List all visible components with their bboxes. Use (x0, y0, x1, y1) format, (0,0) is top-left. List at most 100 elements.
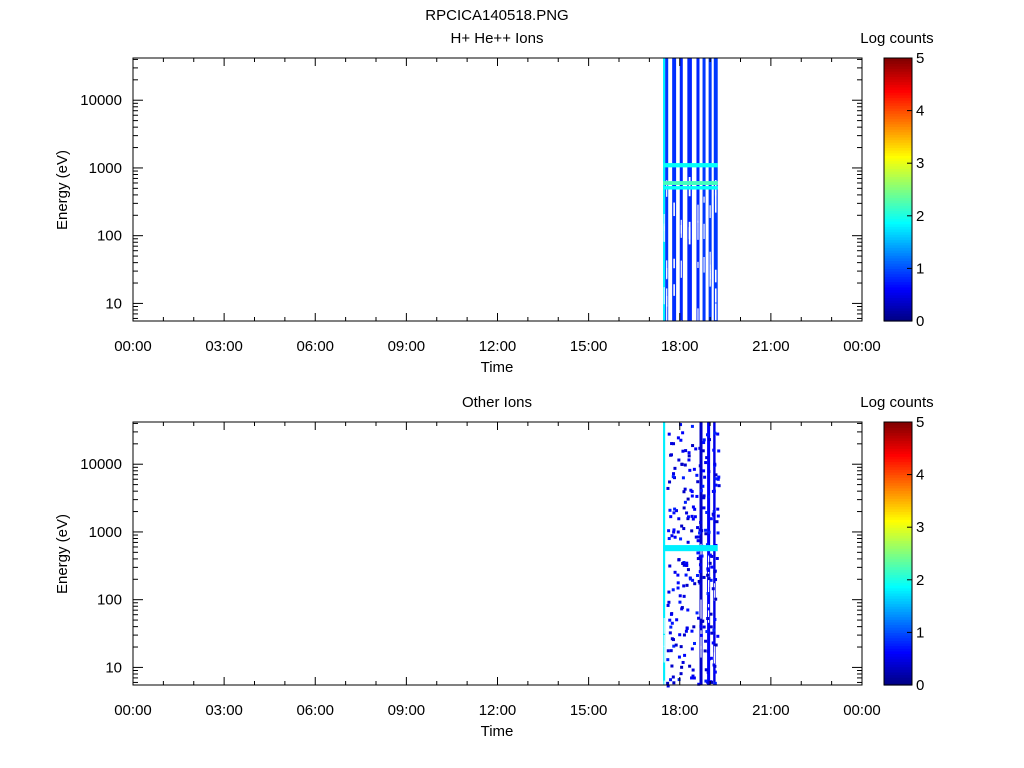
colorbar-segment (884, 453, 912, 457)
colorbar-segment (884, 313, 912, 317)
colorbar-segment (884, 221, 912, 225)
heatmap-speckle (706, 567, 710, 571)
heatmap-gap (709, 271, 711, 286)
colorbar-segment (884, 276, 912, 280)
colorbar-segment (884, 656, 912, 660)
heatmap-speckle (698, 528, 702, 532)
colorbar-segment (884, 456, 912, 460)
colorbar-segment (884, 284, 912, 288)
heatmap-gap (663, 634, 665, 648)
colorbar-segment (884, 194, 912, 198)
heatmap-speckle (679, 645, 683, 649)
colorbar-segment (884, 231, 912, 235)
heatmap-speckle (683, 500, 687, 504)
colorbar-segment (884, 58, 912, 62)
colorbar-segment (884, 255, 912, 259)
heatmap-speckle (698, 531, 702, 535)
colorbar-segment (884, 542, 912, 547)
y-axis: 10 100 1000 10000 (80, 422, 862, 683)
colorbar-segment (884, 529, 912, 534)
heatmap-speckle (712, 510, 716, 514)
colorbar-segment (884, 500, 912, 505)
colorbar-segment (884, 595, 912, 599)
heatmap-speckle (696, 526, 700, 530)
colorbar-segment (884, 666, 912, 670)
colorbar-label: Log counts (860, 30, 933, 47)
heatmap-speckle (672, 472, 676, 476)
heatmap-speckle (703, 475, 707, 479)
colorbar-segment (884, 171, 912, 175)
colorbar-segment (884, 603, 912, 607)
heatmap-speckle (705, 510, 709, 514)
colorbar-segment (884, 561, 912, 565)
heatmap-speckle (680, 606, 684, 610)
heatmap-speckle (687, 451, 691, 455)
colorbar-segment (884, 564, 912, 568)
heatmap-speckle (688, 577, 692, 581)
colorbar-segment (884, 71, 912, 75)
heatmap-gap (714, 288, 717, 303)
colorbar-segment (884, 440, 912, 444)
heatmap-gap (707, 604, 710, 623)
colorbar-segment (884, 635, 912, 639)
colorbar-segment (884, 574, 912, 578)
colorbar-segment (884, 653, 912, 657)
colorbar-segment (884, 553, 912, 557)
colorbar-segment (884, 624, 912, 628)
heatmap-speckle (670, 664, 674, 668)
heatmap-speckle (700, 619, 704, 623)
heatmap-speckle (684, 573, 688, 577)
y-axis-label: Energy (eV) (54, 514, 71, 594)
colorbar-segment (884, 661, 912, 665)
colorbar-segment (884, 207, 912, 212)
heatmap-speckle (666, 684, 670, 688)
heatmap-gap (663, 618, 665, 634)
heatmap-speckle (683, 463, 687, 467)
colorbar-segment (884, 640, 912, 644)
heatmap-speckle (675, 509, 679, 513)
colorbar-tick-label: 5 (916, 414, 924, 431)
colorbar-segment (884, 60, 912, 64)
colorbar-segment (884, 278, 912, 283)
heatmap-speckle (701, 484, 705, 488)
panel-title: Other Ions (462, 394, 532, 411)
colorbar-segment (884, 234, 912, 238)
x-tick-label: 12:00 (479, 338, 517, 355)
heatmap-speckle (677, 558, 681, 562)
heatmap-speckle (698, 464, 702, 468)
heatmap-gap (673, 284, 675, 296)
heatmap-speckle (692, 467, 696, 471)
heatmap-speckle (666, 603, 670, 607)
heatmap-speckle (699, 624, 703, 628)
y-axis: 10 100 1000 10000 (80, 58, 862, 319)
heatmap-speckle (691, 517, 695, 521)
x-tick-label: 21:00 (752, 338, 790, 355)
heatmap-speckle (691, 668, 695, 672)
heatmap-speckle (666, 649, 670, 653)
colorbar-segment (884, 521, 912, 526)
heatmap-speckle (698, 555, 702, 559)
heatmap-gap (700, 645, 702, 658)
colorbar-segment (884, 616, 912, 620)
colorbar-segment (884, 479, 912, 484)
heatmap-speckle (702, 441, 706, 445)
heatmap-speckle (696, 539, 700, 543)
colorbar-segment (884, 516, 912, 520)
heatmap-speckle (695, 494, 699, 498)
colorbar-segment (884, 281, 912, 285)
energy-band (663, 186, 718, 190)
heatmap-gap (700, 630, 702, 649)
plot-frame (132, 57, 863, 322)
heatmap-speckle (666, 658, 670, 662)
colorbar-segment (884, 435, 912, 439)
colorbar-segment (884, 97, 912, 101)
heatmap-cells (663, 58, 718, 331)
heatmap-speckle (670, 621, 674, 625)
heatmap-gap (688, 221, 691, 239)
heatmap-speckle (696, 557, 700, 561)
colorbar-segment (884, 178, 912, 183)
figure-title: RPCICA140518.PNG (425, 7, 568, 24)
heatmap-speckle (690, 494, 694, 498)
colorbar-segment (884, 210, 912, 214)
heatmap-speckle (712, 448, 716, 452)
